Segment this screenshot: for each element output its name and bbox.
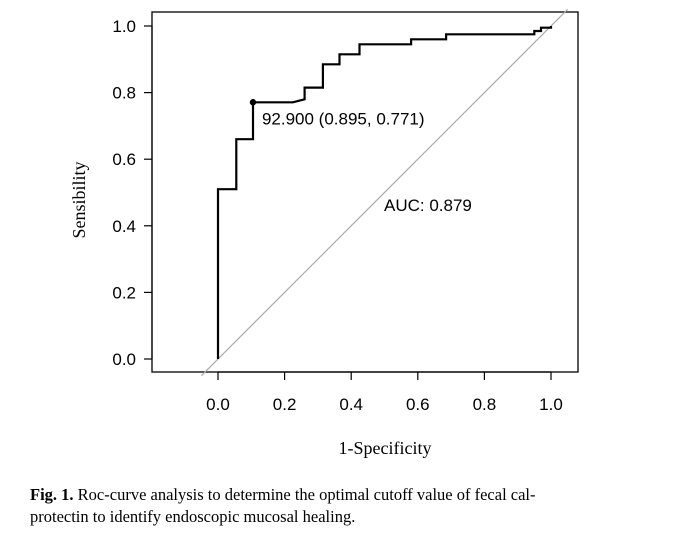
reference-diagonal-line: [200, 8, 569, 377]
y-tick-label: 0.8: [112, 84, 136, 103]
x-tick-label: 1.0: [539, 395, 563, 414]
x-tick-label: 0.0: [206, 395, 230, 414]
figure-caption: Fig. 1. Roc-curve analysis to determine …: [30, 484, 660, 528]
caption-text-continued: protectin to identify endoscopic mucosal…: [30, 507, 356, 526]
y-tick-label: 0.0: [112, 350, 136, 369]
chart-lines: [200, 8, 569, 377]
axis-tick-labels: 0.0 0.2 0.4 0.6 0.8 1.0 0.0 0.2 0.4 0.6 0.8 1.0: [112, 17, 562, 414]
caption-text: Roc-curve analysis to determine the opti…: [77, 485, 536, 504]
y-axis-title: Sensibility: [69, 161, 89, 238]
x-axis-title: 1-Specificity: [339, 438, 432, 458]
y-tick-label: 0.2: [112, 283, 136, 302]
x-tick-label: 0.8: [473, 395, 497, 414]
x-tick-label: 0.4: [339, 395, 363, 414]
cutoff-point-label: 92.900 (0.895, 0.771): [262, 109, 425, 128]
caption-label: Fig. 1.: [30, 485, 74, 504]
auc-annotation: AUC: 0.879: [384, 196, 472, 215]
plot-frame: [151, 11, 579, 373]
x-tick-label: 0.6: [406, 395, 430, 414]
y-tick-label: 1.0: [112, 17, 136, 36]
axis-ticks: [144, 25, 552, 380]
roc-chart: 0.0 0.2 0.4 0.6 0.8 1.0 0.0 0.2 0.4 0.6 0.8 1.0 92.…: [69, 8, 579, 458]
roc-curve-line: [216, 26, 553, 359]
cutoff-point-marker: [249, 99, 257, 106]
y-tick-label: 0.4: [112, 217, 136, 236]
y-tick-label: 0.6: [112, 150, 136, 169]
x-tick-label: 0.2: [273, 395, 297, 414]
chart-marks: 92.900 (0.895, 0.771) AUC: 0.879: [249, 99, 472, 215]
